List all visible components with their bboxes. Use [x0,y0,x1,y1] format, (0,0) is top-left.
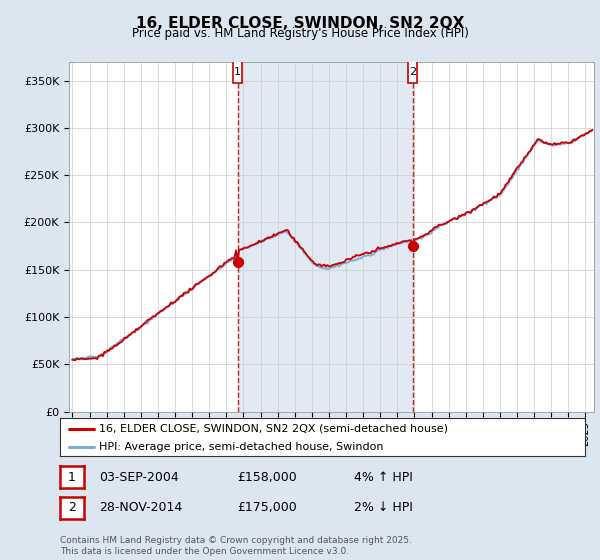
Text: 2: 2 [409,67,416,77]
Text: Contains HM Land Registry data © Crown copyright and database right 2025.
This d: Contains HM Land Registry data © Crown c… [60,536,412,556]
Text: Price paid vs. HM Land Registry's House Price Index (HPI): Price paid vs. HM Land Registry's House … [131,27,469,40]
Text: HPI: Average price, semi-detached house, Swindon: HPI: Average price, semi-detached house,… [100,442,384,452]
Text: 16, ELDER CLOSE, SWINDON, SN2 2QX (semi-detached house): 16, ELDER CLOSE, SWINDON, SN2 2QX (semi-… [100,423,448,433]
Text: 1: 1 [68,470,76,484]
Text: 2% ↓ HPI: 2% ↓ HPI [354,501,413,515]
Text: 4% ↑ HPI: 4% ↑ HPI [354,470,413,484]
Text: 16, ELDER CLOSE, SWINDON, SN2 2QX: 16, ELDER CLOSE, SWINDON, SN2 2QX [136,16,464,31]
Text: 28-NOV-2014: 28-NOV-2014 [99,501,182,515]
FancyBboxPatch shape [233,60,242,83]
Text: 1: 1 [234,67,241,77]
Text: £158,000: £158,000 [237,470,297,484]
Bar [238,62,413,412]
Text: 2: 2 [68,501,76,515]
Text: 03-SEP-2004: 03-SEP-2004 [99,470,179,484]
FancyBboxPatch shape [408,60,418,83]
Text: £175,000: £175,000 [237,501,297,515]
